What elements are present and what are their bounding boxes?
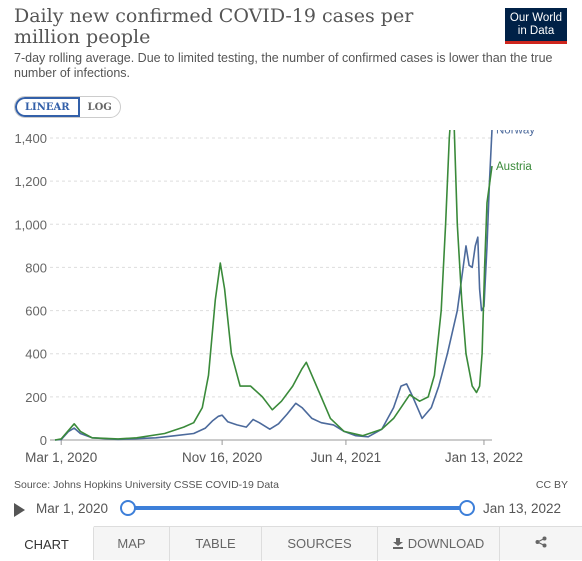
tab-chart[interactable]: CHART	[0, 526, 94, 560]
y-tick-label: 400	[25, 347, 47, 362]
chart-subtitle: 7-day rolling average. Due to limited te…	[14, 51, 553, 80]
series-label-austria: Austria	[496, 161, 532, 173]
timeline-start-label: Mar 1, 2020	[36, 501, 109, 516]
tab-download-label: DOWNLOAD	[407, 536, 485, 551]
tab-download[interactable]: DOWNLOAD	[378, 527, 500, 561]
scale-toggle: LINEAR LOG	[14, 96, 121, 118]
license-link[interactable]: CC BY	[535, 479, 568, 491]
y-tick-label: 200	[25, 390, 47, 405]
source-note[interactable]: Source: Johns Hopkins University CSSE CO…	[14, 479, 279, 491]
y-tick-label: 0	[40, 433, 47, 448]
timeline-track[interactable]	[127, 506, 467, 510]
timeline-end-handle[interactable]	[459, 500, 475, 516]
play-icon[interactable]	[14, 503, 25, 517]
download-icon	[392, 538, 403, 549]
x-tick-label: Mar 1, 2020	[25, 450, 97, 465]
tab-share[interactable]	[500, 527, 582, 561]
x-tick-label: Jan 13, 2022	[445, 450, 523, 465]
series-label-norway: Norway	[496, 130, 535, 136]
x-tick-label: Jun 4, 2021	[311, 450, 382, 465]
timeline-start-handle[interactable]	[120, 500, 136, 516]
y-tick-label: 1,400	[14, 131, 47, 146]
tab-table[interactable]: TABLE	[170, 527, 262, 561]
y-tick-label: 800	[25, 260, 47, 275]
y-tick-label: 1,000	[14, 217, 47, 232]
tab-map[interactable]: MAP	[94, 527, 170, 561]
y-tick-label: 600	[25, 304, 47, 319]
line-chart: 0 200 400 600 800 1,000 1,200 1,400 Mar 1, 2020 N…	[14, 130, 535, 465]
chart-title: Daily new confirmed COVID-19 cases per m…	[14, 5, 414, 48]
linear-scale-button[interactable]: LINEAR	[15, 97, 80, 117]
owid-logo[interactable]: Our World in Data	[505, 8, 567, 44]
y-tick-label: 1,200	[14, 174, 47, 189]
tab-sources[interactable]: SOURCES	[262, 527, 378, 561]
share-icon	[535, 536, 547, 548]
tab-bar: CHART MAP TABLE SOURCES DOWNLOAD	[0, 526, 582, 561]
timeline-end-label: Jan 13, 2022	[483, 501, 562, 516]
x-tick-label: Nov 16, 2020	[182, 450, 262, 465]
series-line-austria	[54, 130, 493, 441]
series-line-norway	[54, 130, 493, 441]
log-scale-button[interactable]: LOG	[87, 102, 112, 113]
timeline: Mar 1, 2020 Jan 13, 2022	[0, 496, 582, 522]
